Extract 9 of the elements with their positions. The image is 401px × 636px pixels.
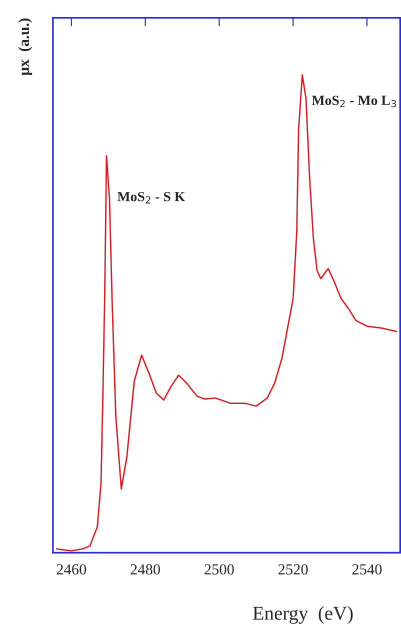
y-axis-title: μx (a.u.): [18, 18, 32, 76]
annotation: MoS$_{2}$ - S K: [117, 192, 186, 204]
annotation: MoS$_{2}$ - Mo L$_{3}$: [312, 96, 396, 108]
x-tick-label: 2480: [130, 564, 160, 575]
x-axis-title: Energy (eV): [252, 606, 353, 624]
x-tick-label: 2520: [278, 564, 308, 575]
x-tick-label: 2460: [56, 564, 86, 575]
x-tick-label: 2500: [204, 564, 234, 575]
x-tick-label: 2540: [352, 564, 382, 575]
